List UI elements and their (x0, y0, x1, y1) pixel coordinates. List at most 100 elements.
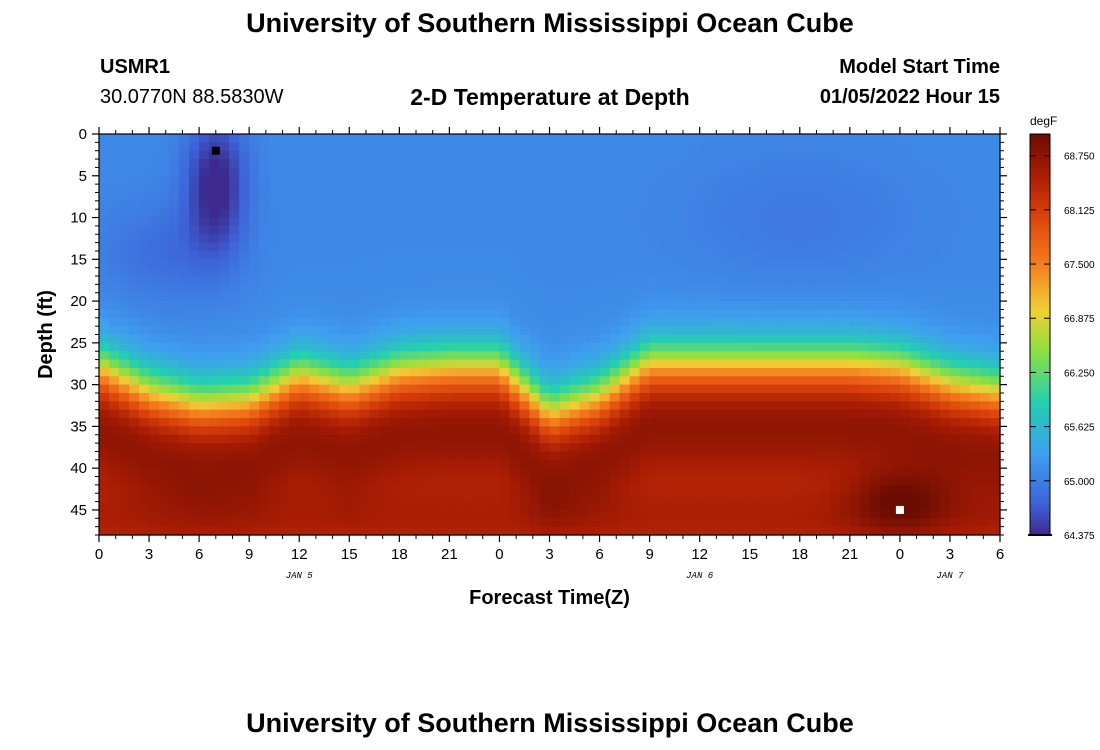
heatmap-cell (219, 175, 230, 185)
heatmap-cell (479, 234, 491, 244)
heatmap-cell (189, 159, 200, 169)
heatmap-cell (379, 401, 390, 411)
heatmap-cell (349, 159, 360, 169)
heatmap-cell (979, 443, 991, 453)
heatmap-cell (469, 392, 481, 402)
heatmap-cell (709, 334, 721, 344)
heatmap-cell (109, 284, 120, 294)
heatmap-cell (879, 418, 891, 427)
heatmap-cell (119, 376, 130, 386)
x-tick-label: 0 (495, 546, 503, 563)
heatmap-cell (339, 384, 350, 394)
heatmap-cell (629, 142, 641, 152)
heatmap-cell (299, 367, 310, 377)
heatmap-cell (249, 134, 260, 143)
heatmap-cell (619, 159, 631, 169)
heatmap-cell (389, 443, 400, 453)
heatmap-cell (499, 250, 511, 260)
heatmap-cell (889, 476, 901, 486)
heatmap-cell (589, 384, 601, 394)
heatmap-cell (289, 451, 300, 461)
heatmap-cell (549, 175, 561, 185)
heatmap-cell (579, 409, 591, 419)
heatmap-cell (179, 225, 190, 235)
heatmap-cell (819, 159, 831, 169)
heatmap-cell (539, 334, 551, 344)
heatmap-cell (469, 384, 481, 394)
heatmap-cell (159, 184, 170, 194)
heatmap-cell (889, 134, 901, 143)
heatmap-cell (939, 200, 951, 210)
heatmap-cell (339, 326, 350, 336)
heatmap-cell (119, 276, 130, 285)
heatmap-cell (349, 184, 360, 194)
heatmap-cell (399, 175, 410, 185)
heatmap-cell (539, 200, 551, 210)
heatmap-cell (699, 301, 711, 311)
heatmap-cell (929, 418, 941, 427)
heatmap-cell (459, 175, 471, 185)
heatmap-cell (479, 150, 491, 160)
heatmap-cell (769, 426, 781, 436)
heatmap-cell (369, 367, 380, 377)
heatmap-cell (679, 493, 691, 503)
heatmap-cell (509, 451, 521, 461)
heatmap-cell (179, 434, 190, 444)
heatmap-cell (229, 242, 240, 252)
heatmap-cell (159, 192, 170, 202)
heatmap-cell (439, 142, 450, 152)
heatmap-cell (749, 359, 761, 369)
heatmap-cell (759, 326, 771, 336)
heatmap-cell (479, 267, 491, 277)
heatmap-cell (639, 501, 651, 511)
heatmap-cell (199, 468, 210, 478)
heatmap-cell (159, 234, 170, 244)
heatmap-cell (529, 434, 541, 444)
heatmap-cell (369, 309, 380, 319)
heatmap-cell (139, 309, 150, 319)
heatmap-cell (329, 150, 340, 160)
heatmap-cell (699, 159, 711, 169)
heatmap-cell (709, 250, 721, 260)
heatmap-cell (969, 167, 981, 177)
heatmap-cell (699, 451, 711, 461)
heatmap-cell (479, 134, 491, 143)
heatmap-cell (499, 501, 511, 511)
heatmap-cell (909, 326, 921, 336)
heatmap-cell (919, 234, 931, 244)
heatmap-cell (669, 326, 681, 336)
heatmap-cell (819, 459, 831, 469)
heatmap-cell (349, 200, 360, 210)
heatmap-cell (109, 184, 120, 194)
heatmap-cell (329, 301, 340, 311)
heatmap-cell (639, 334, 651, 344)
heatmap-cell (339, 526, 350, 536)
heatmap-cell (709, 484, 721, 494)
heatmap-cell (259, 167, 270, 177)
heatmap-cell (609, 326, 621, 336)
heatmap-cell (219, 443, 230, 453)
heatmap-cell (229, 292, 240, 302)
heatmap-cell (309, 526, 320, 536)
heatmap-cell (689, 175, 701, 185)
heatmap-cell (589, 217, 601, 227)
heatmap-cell (639, 409, 651, 419)
heatmap-cell (899, 326, 911, 336)
heatmap-cell (829, 267, 841, 277)
heatmap-cell (189, 150, 200, 160)
heatmap-cell (729, 501, 741, 511)
heatmap-cell (369, 276, 380, 285)
heatmap-cell (819, 451, 831, 461)
heatmap-cell (779, 192, 791, 202)
heatmap-cell (639, 267, 651, 277)
heatmap-cell (549, 384, 561, 394)
heatmap-cell (789, 409, 801, 419)
heatmap-cell (479, 484, 491, 494)
heatmap-cell (469, 250, 481, 260)
heatmap-cell (669, 409, 681, 419)
heatmap-cell (899, 225, 911, 235)
heatmap-cell (399, 142, 410, 152)
heatmap-cell (379, 142, 390, 152)
heatmap-cell (709, 159, 721, 169)
heatmap-cell (799, 409, 811, 419)
